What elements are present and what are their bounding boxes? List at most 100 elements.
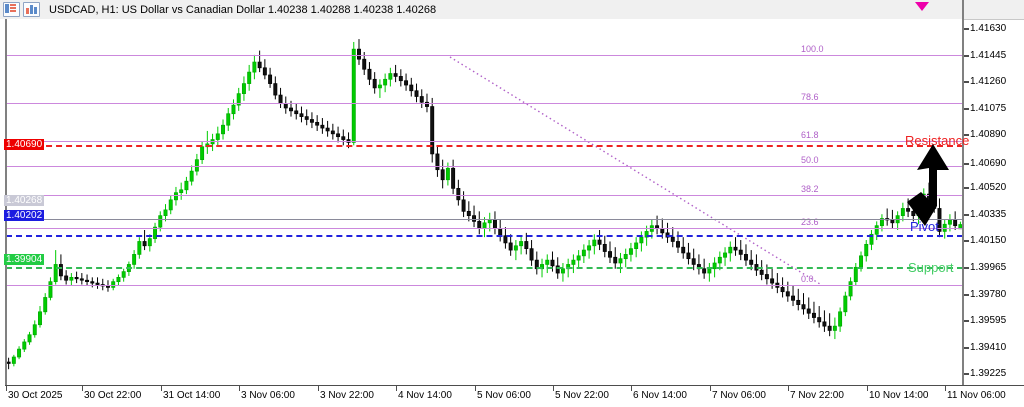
time-tick-label: 4 Nov 14:00 — [398, 390, 452, 401]
time-tick-mark — [318, 386, 319, 391]
candle — [388, 67, 393, 87]
candle — [451, 159, 456, 195]
fib-line-50-0 — [6, 166, 963, 167]
time-tick-label: 30 Oct 22:00 — [84, 390, 142, 401]
candle — [796, 288, 801, 311]
candle — [900, 202, 905, 222]
candle — [221, 119, 225, 140]
fib-label-38-2: 38.2 — [801, 184, 819, 194]
price-tick-mark — [964, 162, 969, 165]
candle — [864, 240, 869, 262]
time-tick-mark — [161, 386, 162, 391]
price-tick-label: 1.40690 — [970, 157, 1007, 169]
candle — [357, 39, 361, 65]
price-axis[interactable]: 1.41630 1.41445 1.41260 1.41075 1.40890 1.406… — [964, 0, 1024, 386]
time-tick-label: 31 Oct 14:00 — [163, 390, 221, 401]
price-tick-label: 1.41445 — [970, 49, 1007, 61]
candle — [32, 320, 37, 338]
fib-line-100-0 — [6, 55, 963, 56]
candle — [85, 274, 90, 286]
candle — [466, 201, 471, 222]
time-tick-mark — [396, 386, 397, 391]
price-tick-label: 1.39595 — [970, 315, 1007, 327]
candle — [398, 69, 403, 87]
time-tick-mark — [553, 386, 554, 391]
candle — [38, 306, 42, 328]
time-tick-mark — [631, 386, 632, 391]
candle — [262, 59, 267, 80]
candle — [827, 313, 832, 337]
candle — [602, 235, 607, 258]
candle — [733, 237, 738, 256]
price-tick-label: 1.40520 — [970, 182, 1007, 194]
price-plot-area[interactable] — [0, 19, 963, 385]
support-line — [6, 267, 963, 269]
price-tick-label: 1.39780 — [970, 288, 1007, 300]
candle — [806, 297, 811, 319]
candle — [623, 248, 628, 268]
fib-label-78-6: 78.6 — [801, 92, 819, 102]
candle — [194, 153, 199, 176]
support-label: Support — [908, 260, 954, 275]
candle — [247, 64, 252, 91]
candle — [801, 293, 806, 315]
price-tick-label: 1.41630 — [970, 23, 1007, 35]
candle — [545, 254, 550, 274]
candle — [231, 99, 236, 120]
fib-label-0-0: 0.0 — [801, 274, 814, 284]
time-tick-label: 10 Nov 14:00 — [869, 390, 929, 401]
candle — [425, 93, 429, 113]
candle — [273, 76, 278, 100]
candle — [173, 186, 178, 206]
candle — [304, 109, 309, 126]
drawing-overlay — [449, 56, 821, 285]
candle — [791, 285, 796, 307]
price-tick-mark — [964, 54, 969, 57]
market-watch-icon[interactable] — [3, 2, 20, 17]
time-axis[interactable]: 30 Oct 2025 30 Oct 22:00 31 Oct 14:00 3 Nov… — [0, 386, 1024, 407]
chart-icon[interactable] — [23, 2, 40, 17]
price-tick-mark — [964, 293, 969, 296]
candle — [608, 241, 612, 263]
candle — [294, 103, 299, 120]
candle — [571, 254, 576, 274]
candle — [330, 123, 335, 140]
time-tick-mark — [867, 386, 868, 391]
fib-label-100-0: 100.0 — [801, 44, 824, 54]
candle — [639, 231, 644, 252]
trend-arrow-icon — [907, 144, 949, 226]
candle — [780, 277, 785, 298]
candle — [168, 195, 173, 215]
candle — [377, 79, 382, 98]
candle — [618, 252, 623, 274]
candle — [581, 244, 586, 263]
last-price-line — [6, 219, 963, 220]
candle — [738, 240, 743, 261]
candle — [613, 247, 618, 269]
candle — [241, 76, 246, 101]
candle — [268, 67, 273, 88]
fib-label-61-8: 61.8 — [801, 130, 819, 140]
price-tick-label: 1.40335 — [970, 208, 1007, 220]
candle — [153, 222, 158, 243]
candle — [419, 89, 424, 108]
candle — [111, 278, 116, 291]
candle — [472, 205, 477, 228]
resistance-line — [6, 145, 963, 147]
time-tick-mark — [475, 386, 476, 391]
candle — [215, 126, 220, 146]
candle — [430, 97, 435, 163]
candle — [69, 273, 74, 286]
time-tick-label: 5 Nov 22:00 — [555, 390, 609, 401]
candle — [137, 237, 142, 259]
candle — [189, 165, 194, 186]
time-tick-label: 3 Nov 06:00 — [241, 390, 295, 401]
resistance-price-box: 1.40690 — [4, 139, 45, 150]
candle — [336, 126, 341, 143]
fib-line-78-6 — [6, 103, 963, 104]
price-tick-mark — [964, 346, 969, 349]
price-tick-mark — [964, 267, 969, 270]
price-tick-label: 1.41260 — [970, 76, 1007, 88]
candle — [147, 234, 152, 252]
candle — [519, 235, 524, 255]
